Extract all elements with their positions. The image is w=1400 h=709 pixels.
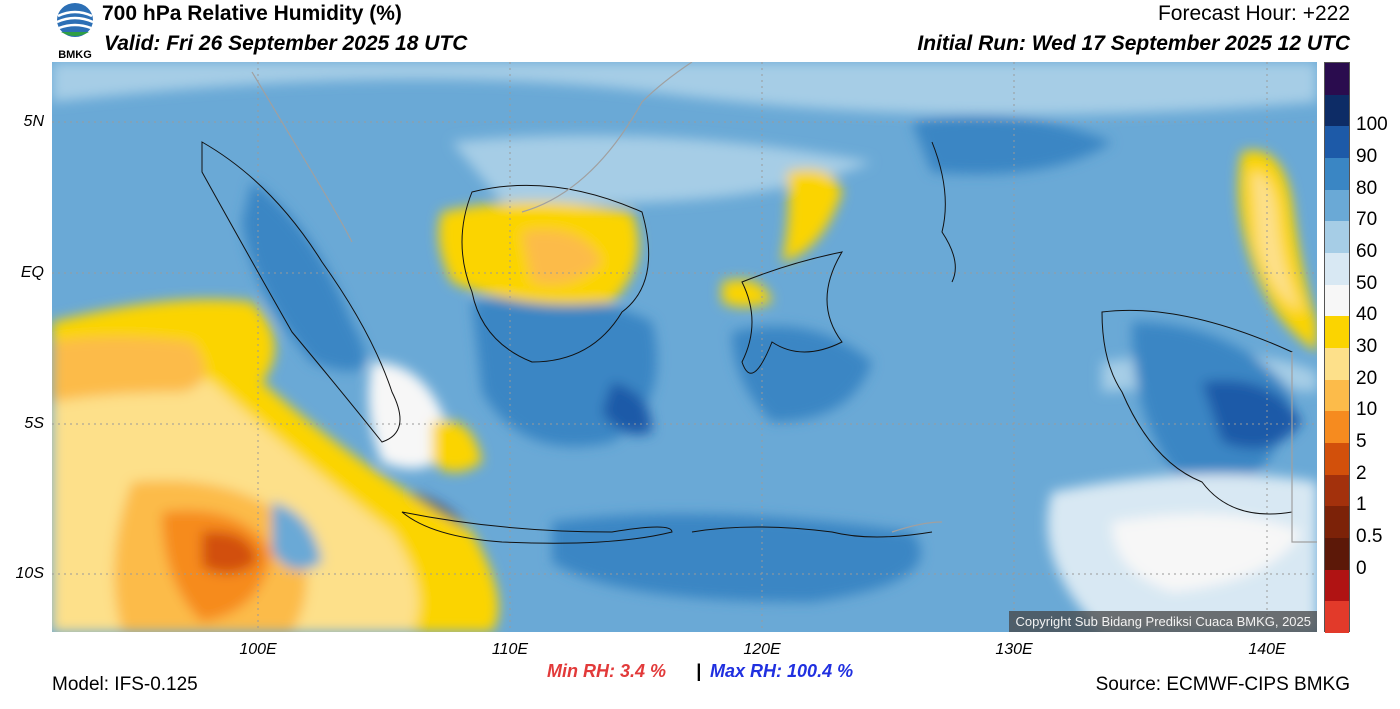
lon-label-100e: 100E — [239, 641, 277, 658]
humidity-map: Copyright Sub Bidang Prediksi Cuaca BMKG… — [52, 62, 1317, 632]
max-rh-stat: Max RH: 100.4 % — [710, 661, 853, 682]
svg-text:BMKG: BMKG — [58, 49, 92, 60]
colorbar-label: 20 — [1356, 367, 1378, 389]
colorbar-cell — [1325, 221, 1349, 254]
lon-label-140e: 140E — [1248, 641, 1286, 658]
colorbar-cell — [1325, 63, 1349, 95]
model-label: Model: IFS-0.125 — [52, 674, 198, 695]
colorbar-label: 30 — [1356, 336, 1378, 357]
lat-label-5s: 5S — [24, 415, 44, 432]
colorbar-cell — [1325, 443, 1349, 475]
bmkg-logo: BMKG — [52, 0, 98, 61]
source-label: Source: ECMWF-CIPS BMKG — [1095, 674, 1350, 695]
colorbar-cell — [1325, 316, 1349, 349]
min-rh-label: Min RH: — [547, 661, 615, 681]
colorbar-label: 10 — [1356, 399, 1378, 421]
colorbar-cell — [1325, 94, 1349, 127]
colorbar-cell — [1325, 538, 1349, 570]
map-title: 700 hPa Relative Humidity (%) — [102, 2, 402, 25]
colorbar-label: 2 — [1356, 462, 1367, 484]
initial-run: Initial Run: Wed 17 September 2025 12 UT… — [917, 32, 1350, 55]
colorbar-cell — [1325, 411, 1349, 444]
colorbar-cell — [1325, 348, 1349, 380]
colorbar-cell — [1325, 379, 1349, 412]
colorbar-cell — [1325, 601, 1349, 634]
copyright-notice: Copyright Sub Bidang Prediksi Cuaca BMKG… — [1009, 611, 1317, 632]
forecast-hour: Forecast Hour: +222 — [1157, 2, 1350, 25]
colorbar-cell — [1325, 506, 1349, 539]
lon-label-120e: 120E — [743, 641, 781, 658]
colorbar-label: 80 — [1356, 177, 1378, 199]
colorbar-cell — [1325, 158, 1349, 190]
colorbar-label: 70 — [1356, 209, 1378, 231]
colorbar-label: 100 — [1356, 114, 1388, 136]
colorbar-label: 60 — [1356, 241, 1378, 262]
colorbar-label: 50 — [1356, 272, 1378, 294]
lat-label-eq: EQ — [20, 264, 44, 281]
colorbar-cell — [1325, 126, 1349, 159]
colorbar-cell — [1325, 189, 1349, 222]
max-rh-label: Max RH: — [710, 661, 783, 681]
min-rh-value: 3.4 % — [620, 661, 667, 681]
stats-separator: | — [696, 661, 702, 681]
colorbar-cell — [1325, 253, 1349, 285]
lon-label-110e: 110E — [491, 641, 529, 658]
colorbar-cell — [1325, 569, 1349, 602]
colorbar-cell — [1325, 474, 1349, 507]
colorbar-cell — [1325, 284, 1349, 317]
lat-label-5n: 5N — [23, 113, 44, 130]
lon-label-130e: 130E — [995, 641, 1033, 658]
lat-label-10s: 10S — [15, 565, 44, 582]
colorbar-label: 1 — [1356, 494, 1367, 516]
colorbar-label: 0 — [1356, 557, 1367, 579]
colorbar-label: 0.5 — [1356, 526, 1383, 547]
colorbar-label: 90 — [1356, 146, 1378, 167]
colorbar-label: 40 — [1356, 304, 1378, 326]
colorbar — [1324, 62, 1350, 634]
max-rh-value: 100.4 % — [787, 661, 854, 681]
valid-time: Valid: Fri 26 September 2025 18 UTC — [104, 32, 468, 55]
colorbar-label: 5 — [1356, 431, 1367, 452]
min-rh-stat: Min RH: 3.4 % — [547, 661, 666, 682]
